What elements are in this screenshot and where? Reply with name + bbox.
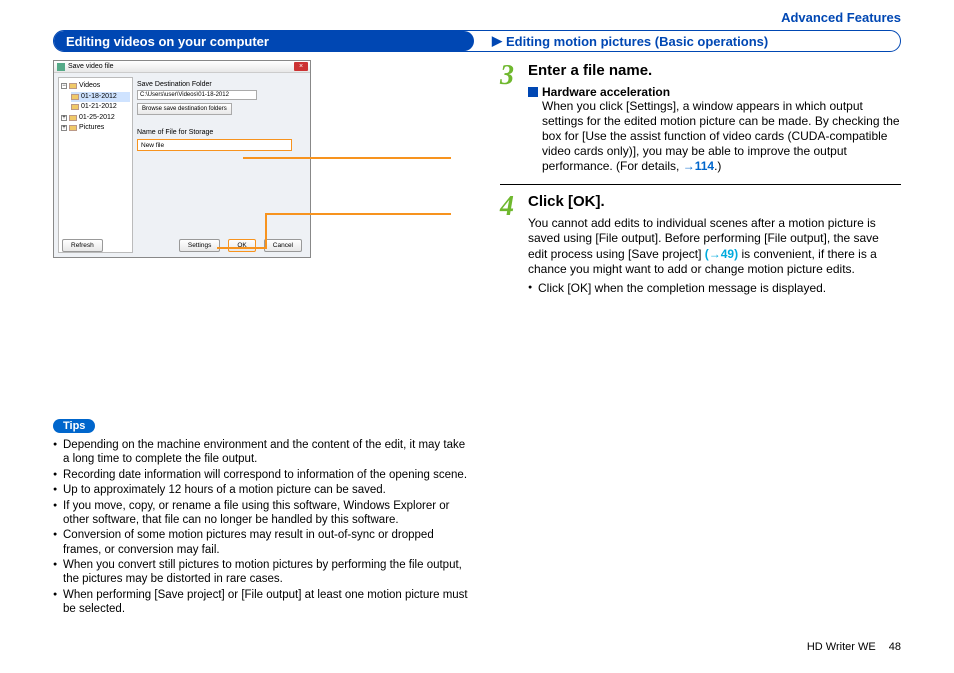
bullet-item: Click [OK] when the completion message i… <box>528 281 901 296</box>
page-number: 48 <box>889 641 901 653</box>
title-right: ▶ Editing motion pictures (Basic operati… <box>474 31 900 51</box>
tips-item: If you move, copy, or rename a file usin… <box>53 499 468 528</box>
tips-badge: Tips <box>53 419 95 433</box>
tips-item: Depending on the machine environment and… <box>53 438 468 467</box>
cancel-button[interactable]: Cancel <box>264 239 302 252</box>
square-bullet-icon <box>528 87 538 97</box>
folder-tree[interactable]: −Videos 01-18-2012 01-21-2012 +01-25-201… <box>58 77 133 253</box>
page-ref-link[interactable]: (→49) <box>705 247 738 261</box>
title-bar: Editing videos on your computer ▶ Editin… <box>53 30 901 52</box>
tips-item: Recording date information will correspo… <box>53 468 468 482</box>
browse-button[interactable]: Browse save destination folders <box>137 103 232 115</box>
tree-item[interactable]: +Pictures <box>61 123 130 134</box>
filename-input[interactable]: New file <box>137 139 292 151</box>
step-3: 3 Enter a file name. Hardware accelerati… <box>500 62 901 174</box>
title-left: Editing videos on your computer <box>54 31 474 51</box>
ok-button[interactable]: OK <box>228 239 255 252</box>
product-name: HD Writer WE <box>807 641 876 653</box>
callout-line <box>243 157 451 159</box>
step-number: 4 <box>500 193 522 297</box>
dest-label: Save Destination Folder <box>137 81 304 88</box>
dest-path-input[interactable]: C:\Users\user\Videos\01-18-2012 <box>137 90 257 100</box>
dialog-title: Save video file <box>68 63 114 70</box>
step-number: 3 <box>500 62 522 174</box>
hw-title: Hardware acceleration <box>542 85 670 99</box>
right-column: 3 Enter a file name. Hardware accelerati… <box>500 62 901 297</box>
step-body-text: You cannot add edits to individual scene… <box>528 216 901 297</box>
callout-line <box>217 247 267 249</box>
tips-item: When you convert still pictures to motio… <box>53 558 468 587</box>
tree-item-selected[interactable]: 01-18-2012 <box>71 92 130 103</box>
settings-button[interactable]: Settings <box>179 239 221 252</box>
divider <box>500 184 901 185</box>
tips-list: Depending on the machine environment and… <box>53 438 468 617</box>
tree-root[interactable]: −Videos <box>61 81 130 92</box>
play-arrow-icon: ▶ <box>492 33 502 49</box>
section-header: Advanced Features <box>781 10 901 25</box>
tree-item[interactable]: +01-25-2012 <box>61 113 130 124</box>
page-ref-link[interactable]: →114 <box>683 159 714 173</box>
title-right-text: Editing motion pictures (Basic operation… <box>506 34 768 49</box>
step-4: 4 Click [OK]. You cannot add edits to in… <box>500 193 901 297</box>
dialog-titlebar: Save video file × <box>54 61 310 73</box>
callout-line <box>265 213 451 215</box>
tips-item: When performing [Save project] or [File … <box>53 588 468 617</box>
tips-item: Conversion of some motion pictures may r… <box>53 528 468 557</box>
dialog-icon <box>57 63 65 71</box>
step-title: Enter a file name. <box>528 62 901 79</box>
footer: HD Writer WE 48 <box>807 641 901 653</box>
hw-heading: Hardware acceleration <box>528 85 901 99</box>
save-dialog: Save video file × −Videos 01-18-2012 01-… <box>53 60 311 258</box>
left-column: Save video file × −Videos 01-18-2012 01-… <box>53 60 468 618</box>
close-icon[interactable]: × <box>294 62 308 71</box>
tips-item: Up to approximately 12 hours of a motion… <box>53 483 468 497</box>
tree-item[interactable]: 01-21-2012 <box>71 102 130 113</box>
refresh-button[interactable]: Refresh <box>62 239 103 252</box>
step-title: Click [OK]. <box>528 193 901 210</box>
hw-body: When you click [Settings], a window appe… <box>528 99 901 174</box>
filename-label: Name of File for Storage <box>137 129 304 136</box>
callout-line <box>265 213 267 249</box>
